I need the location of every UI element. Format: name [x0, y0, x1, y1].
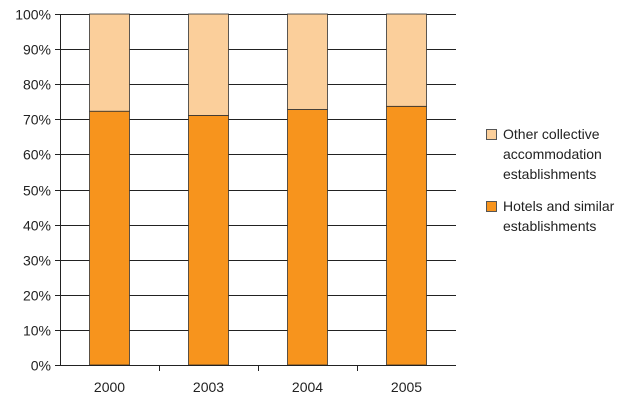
y-tick-label: 60% [23, 147, 51, 163]
y-tick-labels: 0% 10% 20% 30% 40% 50% 60% 70% 80% 90% 100% [15, 7, 51, 374]
legend-swatch-hotels [486, 201, 497, 212]
y-tick-label: 10% [23, 323, 51, 339]
x-tick-label-2003: 2003 [193, 379, 224, 395]
legend: Other collective accommodation establish… [486, 124, 629, 248]
y-tick-label: 40% [23, 218, 51, 234]
bars [89, 13, 427, 366]
bar-2005-other [386, 13, 427, 107]
x-tick-labels: 2000 2003 2004 2005 [94, 379, 422, 395]
bar-2005-hotels [386, 105, 427, 366]
y-tick-label: 30% [23, 253, 51, 269]
y-tick-label: 20% [23, 288, 51, 304]
bar-2004-other [287, 13, 328, 110]
legend-label-hotels: Hotels and similar establishments [503, 198, 615, 234]
axes [55, 14, 456, 371]
legend-label-other: Other collective accommodation establish… [503, 126, 602, 182]
y-tick-label: 80% [23, 77, 51, 93]
legend-item-other: Other collective accommodation establish… [486, 124, 629, 184]
x-tick-label-2004: 2004 [292, 379, 323, 395]
legend-swatch-other [486, 129, 497, 140]
y-tick-label: 70% [23, 112, 51, 128]
bar-2003-hotels [188, 115, 229, 366]
x-tick-label-2000: 2000 [94, 379, 125, 395]
bar-2000-other [89, 13, 130, 112]
bar-2004-hotels [287, 109, 328, 366]
legend-item-hotels: Hotels and similar establishments [486, 196, 629, 236]
y-tick-label: 90% [23, 42, 51, 58]
x-tick-label-2005: 2005 [391, 379, 422, 395]
bar-2003-other [188, 13, 229, 116]
bar-2000-hotels [89, 110, 130, 366]
y-tick-label: 50% [23, 183, 51, 199]
y-tick-label: 0% [31, 358, 51, 374]
y-tick-label: 100% [15, 7, 51, 23]
